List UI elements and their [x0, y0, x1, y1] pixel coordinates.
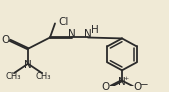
- Text: CH₃: CH₃: [5, 72, 21, 81]
- Text: N: N: [68, 29, 76, 39]
- Text: N: N: [84, 29, 92, 39]
- Text: −: −: [140, 80, 148, 90]
- Text: O: O: [102, 82, 110, 92]
- Text: O: O: [2, 35, 10, 45]
- Text: N: N: [118, 77, 126, 87]
- Text: +: +: [123, 76, 129, 81]
- Text: N: N: [24, 60, 32, 70]
- Text: Cl: Cl: [58, 17, 68, 28]
- Text: O: O: [133, 82, 141, 92]
- Text: H: H: [91, 25, 99, 35]
- Text: CH₃: CH₃: [35, 72, 51, 81]
